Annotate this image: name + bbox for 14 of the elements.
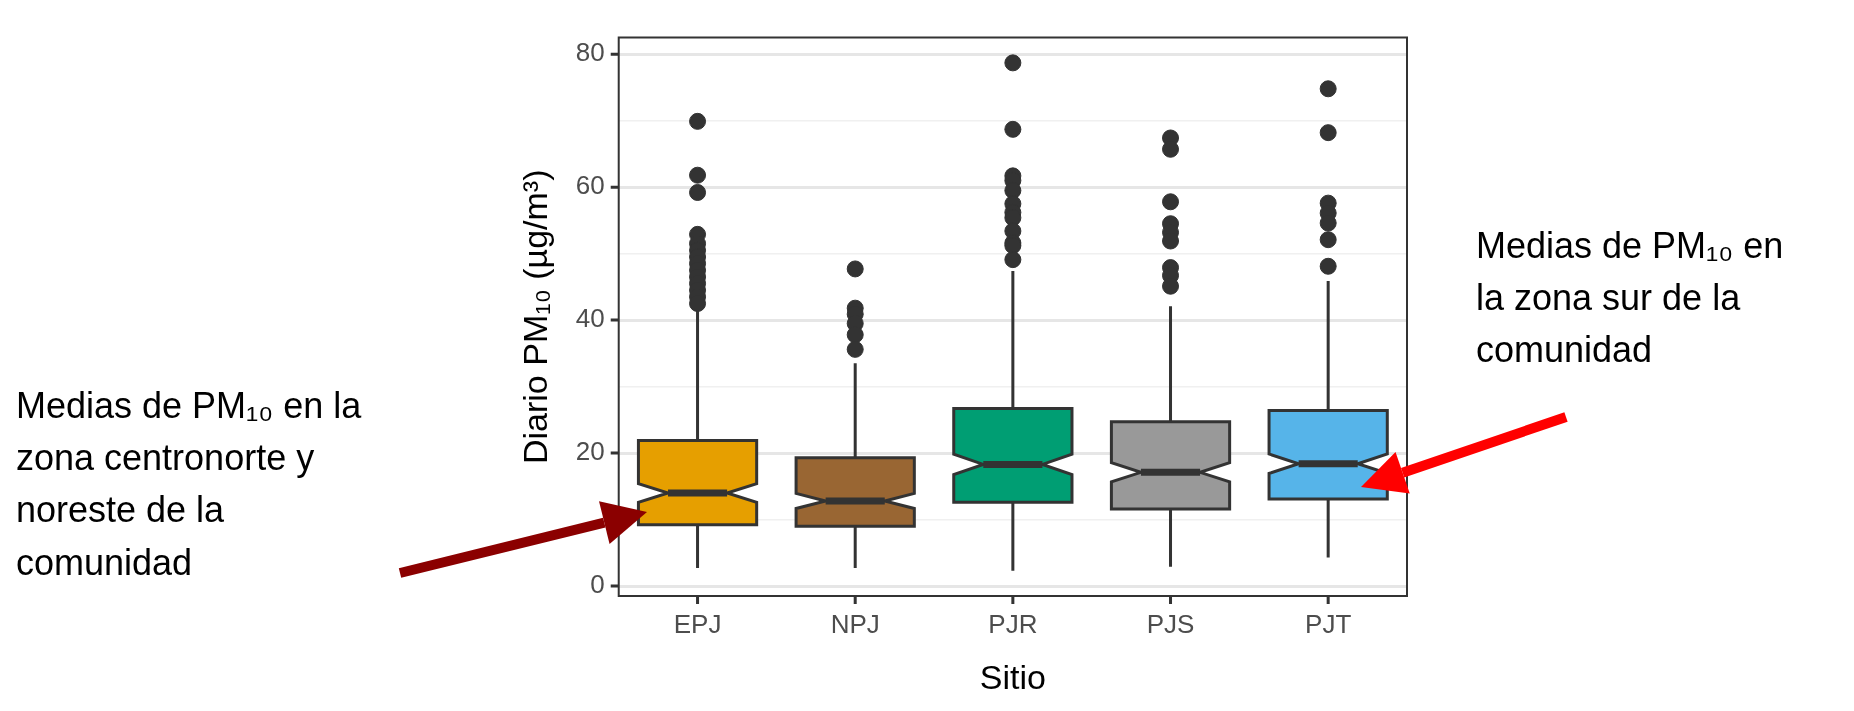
x-tick-label: EPJ: [673, 608, 722, 639]
y-tick-label: 0: [590, 569, 605, 600]
text: Medias de PM₁₀ en la zona centronorte y noreste de la comunidad: [16, 384, 363, 585]
text: Medias de PM₁₀ en la zona sur de la comunidad: [1476, 224, 1785, 373]
y-tick-label: 40: [575, 303, 605, 334]
y-tick-label: 80: [575, 37, 605, 68]
x-axis-title: Sitio: [979, 657, 1046, 696]
x-tick-label: PJT: [1305, 608, 1352, 639]
y-tick-label: 20: [575, 436, 605, 467]
x-tick-label: PJR: [988, 608, 1038, 639]
y-tick-label: 60: [575, 170, 605, 201]
y-axis-title: Diario PM₁₀ (µg/m³): [515, 169, 554, 465]
x-tick-label: NPJ: [830, 608, 880, 639]
x-tick-label: PJS: [1146, 608, 1195, 639]
